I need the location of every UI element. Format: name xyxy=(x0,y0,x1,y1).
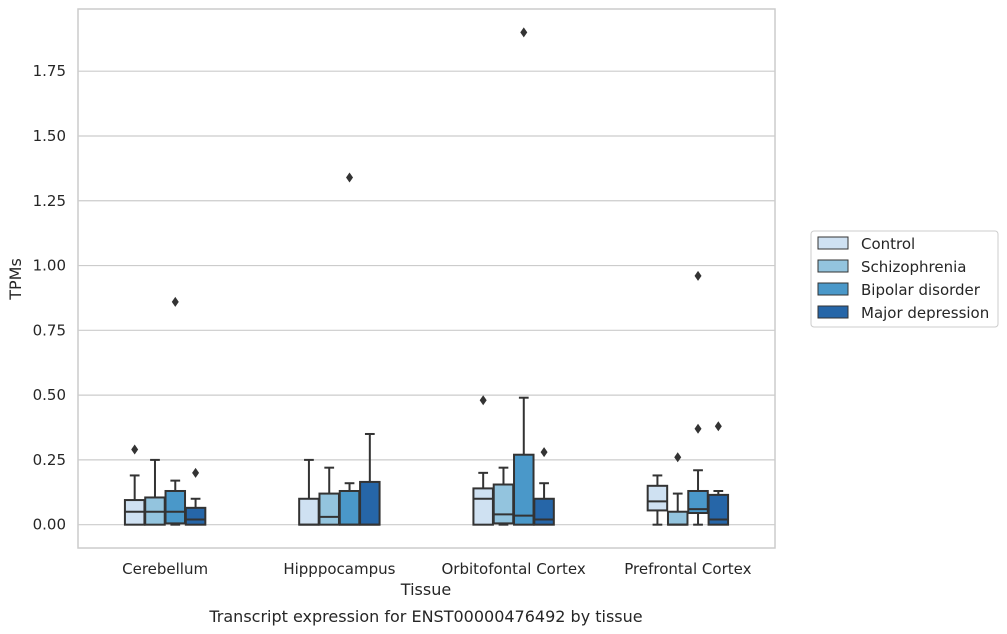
box-iqr xyxy=(492,483,515,525)
box-iqr xyxy=(184,506,207,526)
x-tick-label: Hipppocampus xyxy=(283,560,395,578)
y-tick-labels: 0.00 0.25 0.50 0.75 1.00 1.25 1.50 1.75 xyxy=(33,62,66,533)
box-iqr xyxy=(359,480,381,526)
box-iqr xyxy=(533,497,555,526)
legend-entry: Bipolar disorder xyxy=(861,281,981,299)
y-tick-label: 1.00 xyxy=(33,257,66,275)
y-tick-label: 1.25 xyxy=(33,192,66,210)
legend-swatch xyxy=(817,282,849,296)
box-iqr xyxy=(472,487,494,526)
box-1-1 xyxy=(318,466,340,526)
box-iqr xyxy=(646,484,669,512)
outlier-point xyxy=(192,467,200,478)
outlier-point xyxy=(346,172,354,183)
y-tick-label: 0.75 xyxy=(33,321,66,339)
box-iqr xyxy=(318,492,340,526)
box-0-0 xyxy=(123,444,146,526)
chart-caption: Transcript expression for ENST0000047649… xyxy=(208,607,642,626)
outlier-point xyxy=(694,423,702,434)
box-3-2 xyxy=(687,270,709,526)
box-1-0 xyxy=(298,458,320,526)
y-tick-label: 0.25 xyxy=(33,451,66,469)
y-tick-label: 1.50 xyxy=(33,127,66,145)
y-axis-label: TPMs xyxy=(6,258,25,301)
plot-frame xyxy=(77,8,776,549)
box-3-3 xyxy=(707,421,730,526)
box-iqr xyxy=(666,510,689,526)
legend-swatch xyxy=(817,259,849,273)
box-1-3 xyxy=(359,432,381,526)
box-iqr xyxy=(164,489,187,525)
y-grid-lines xyxy=(78,70,775,526)
box-0-1 xyxy=(144,458,166,526)
box-iqr xyxy=(707,493,730,526)
x-tick-label: Prefrontal Cortex xyxy=(624,560,751,578)
box-3-0 xyxy=(646,474,669,526)
outlier-point xyxy=(674,452,682,463)
box-3-1 xyxy=(666,452,689,526)
y-tick-label: 1.75 xyxy=(33,62,66,80)
box-1-2 xyxy=(338,172,361,526)
box-2-0 xyxy=(472,395,494,526)
outlier-point xyxy=(479,395,487,406)
y-tick-label: 0.00 xyxy=(33,516,66,534)
box-2-3 xyxy=(533,447,555,526)
box-plot-marks xyxy=(123,27,730,526)
x-tick-label: Orbitofontal Cortex xyxy=(442,560,586,578)
box-0-3 xyxy=(184,467,207,526)
x-tick-label: Cerebellum xyxy=(122,560,208,578)
outlier-point xyxy=(540,447,548,458)
box-2-2 xyxy=(513,27,535,526)
legend-entry: Major depression xyxy=(861,304,989,322)
outlier-point xyxy=(694,270,702,281)
box-iqr xyxy=(513,453,535,526)
x-axis-label: Tissue xyxy=(400,580,451,599)
legend: Control Schizophrenia Bipolar disorder Majo… xyxy=(810,230,999,328)
legend-entry: Schizophrenia xyxy=(861,258,966,276)
x-tick-labels: Cerebellum Hipppocampus Orbitofontal Corte… xyxy=(122,560,751,578)
box-0-2 xyxy=(164,296,187,526)
box-iqr xyxy=(338,489,361,526)
outlier-point xyxy=(131,444,139,455)
legend-frame xyxy=(810,230,999,328)
legend-swatch xyxy=(817,236,849,250)
legend-entry: Control xyxy=(861,235,915,253)
outlier-point xyxy=(171,296,179,307)
outlier-point xyxy=(520,27,528,38)
y-tick-label: 0.50 xyxy=(33,386,66,404)
box-2-1 xyxy=(492,466,515,526)
legend-swatch xyxy=(817,305,849,319)
outlier-point xyxy=(714,421,722,432)
box-iqr xyxy=(298,497,320,526)
